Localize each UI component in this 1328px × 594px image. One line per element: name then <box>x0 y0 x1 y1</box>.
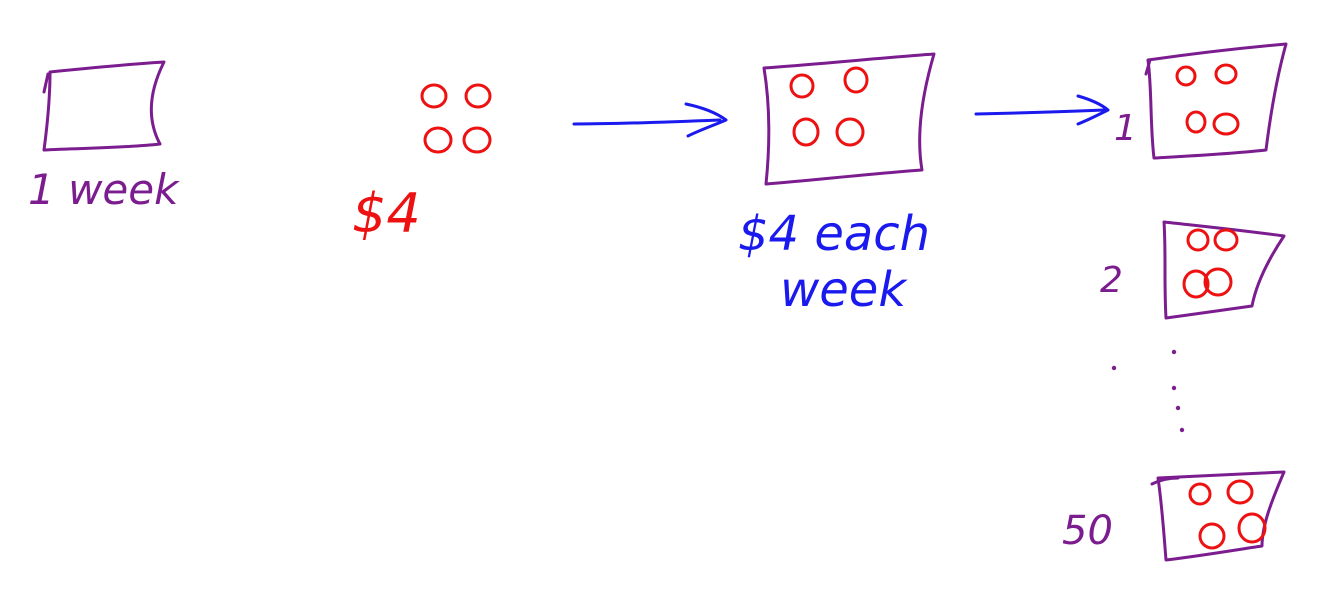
coin <box>1188 482 1212 506</box>
weekly-label-line2: week <box>780 262 908 318</box>
week-box-tick <box>42 72 50 94</box>
weekly-box-group: $4 each week <box>738 52 936 318</box>
price-label: $4 <box>352 182 421 245</box>
coin <box>1203 267 1233 297</box>
coin <box>792 117 820 147</box>
week-1-box-tick <box>1144 58 1152 76</box>
coin <box>464 83 492 109</box>
arrow-to-weekly-box <box>572 102 728 138</box>
week-1-box <box>1146 42 1288 160</box>
coin <box>420 83 448 109</box>
coin <box>1185 110 1207 134</box>
week-1-group: 1 <box>1114 42 1288 160</box>
coin <box>1214 63 1238 85</box>
week-box-group: 1 week <box>28 60 180 214</box>
week-2-box <box>1162 220 1286 320</box>
coin <box>462 126 492 154</box>
dot <box>1171 349 1177 355</box>
weekly-label-line1: $4 each <box>738 206 930 262</box>
coin <box>1226 479 1254 505</box>
coin <box>843 66 869 94</box>
week-50-box <box>1156 470 1286 562</box>
week-number-1: 1 <box>1114 108 1137 149</box>
arrow-head <box>684 102 728 138</box>
week-50-group: 50 <box>1062 470 1286 562</box>
week-box <box>42 60 166 152</box>
dot <box>1179 427 1185 433</box>
ellipsis-dots <box>1111 349 1185 433</box>
dot <box>1175 405 1181 411</box>
coin <box>1198 522 1226 550</box>
coin <box>1237 512 1267 544</box>
coin <box>1212 112 1240 136</box>
coin <box>423 126 453 154</box>
weekly-box <box>762 52 936 186</box>
week-box-label: 1 week <box>28 165 180 214</box>
arrow-to-week-list <box>974 94 1110 126</box>
coin <box>1213 228 1239 252</box>
dot <box>1111 365 1117 371</box>
week-number-50: 50 <box>1062 508 1113 554</box>
arrow-shaft <box>974 108 1106 116</box>
coin <box>1186 228 1210 252</box>
week-2-group: 2 <box>1100 220 1286 320</box>
coin <box>1175 65 1197 87</box>
coin-group: $4 <box>352 83 492 245</box>
coin <box>789 73 815 99</box>
week-50-box-top <box>1150 476 1180 486</box>
week-number-2: 2 <box>1100 260 1123 301</box>
coin <box>1182 269 1210 299</box>
arrow-head <box>1076 94 1110 126</box>
dot <box>1171 385 1177 391</box>
arrow-shaft <box>572 118 722 126</box>
coin <box>835 117 865 147</box>
